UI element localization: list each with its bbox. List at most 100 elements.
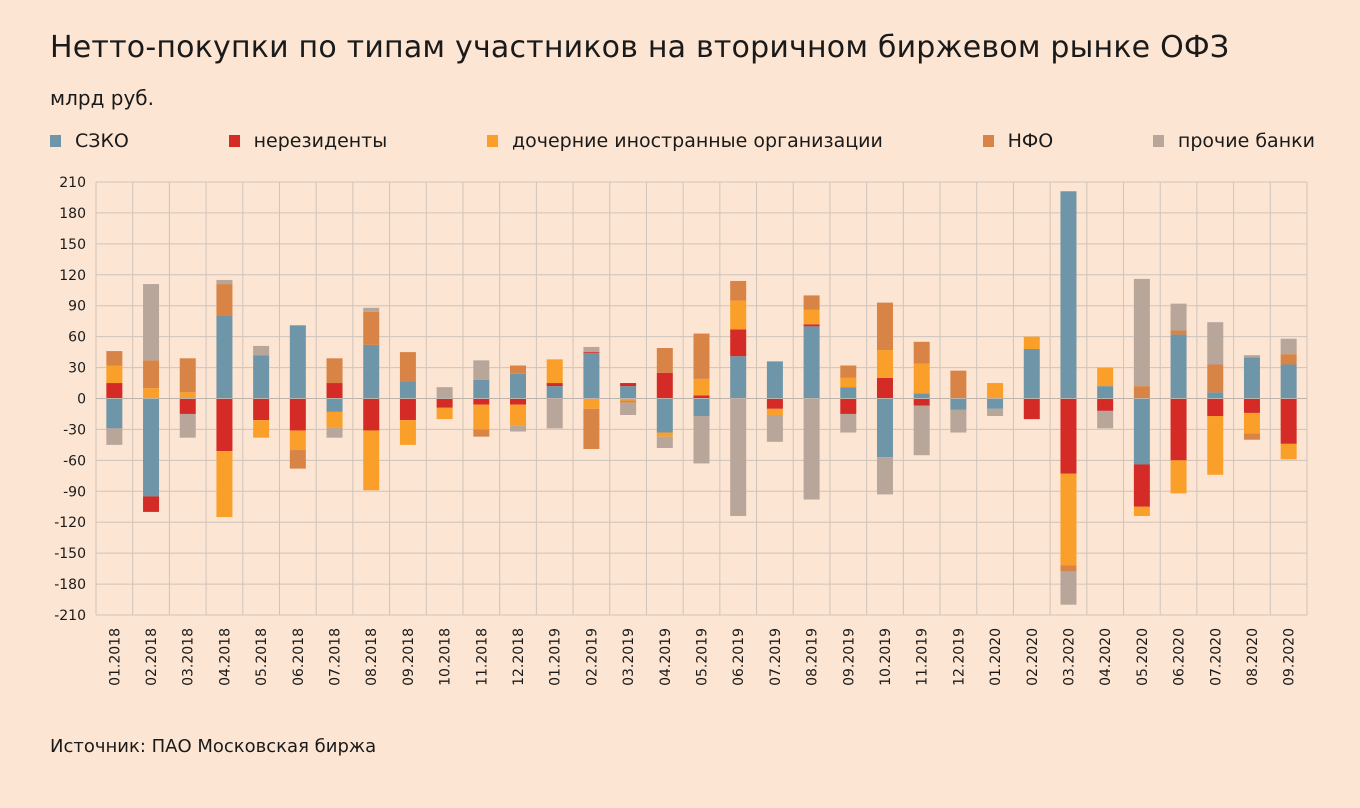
y-tick-label: -60 <box>63 453 86 469</box>
bar-segment <box>326 383 343 399</box>
bar-segment <box>326 398 343 412</box>
y-tick-label: 180 <box>59 206 86 222</box>
x-tick-label: 11.2019 <box>915 628 931 686</box>
bar-segment <box>913 341 930 364</box>
bar-segment <box>987 398 1004 409</box>
bar-segment <box>693 395 710 399</box>
bar-segment <box>473 398 490 405</box>
bar-segment <box>1097 410 1114 429</box>
x-tick-label: 02.2020 <box>1025 628 1041 686</box>
bar-segment <box>1060 565 1077 572</box>
bar-segment <box>730 356 747 399</box>
bar-segment <box>106 383 123 399</box>
bar-segment <box>913 363 930 394</box>
legend-swatch <box>486 135 498 147</box>
bar-segment <box>766 361 783 399</box>
bar-segment <box>620 386 637 399</box>
bar-segment <box>730 398 747 517</box>
bar-segment <box>216 279 233 285</box>
bar-segment <box>510 398 527 405</box>
bar-segment <box>840 387 857 399</box>
source-note: Источник: ПАО Московская биржа <box>50 736 377 757</box>
bar-segment <box>289 398 306 431</box>
bar-segment <box>363 344 380 399</box>
bar-segment <box>473 379 490 399</box>
x-tick-label: 11.2018 <box>474 628 490 686</box>
bar-segment <box>913 398 930 406</box>
bar-segment <box>510 425 527 432</box>
bar-segment <box>1133 506 1150 517</box>
bar-segment <box>1023 349 1040 399</box>
legend-item: НФО <box>982 130 1053 152</box>
bar-segment <box>950 409 967 433</box>
bar-segment <box>143 360 160 389</box>
x-tick-label: 04.2019 <box>658 628 674 686</box>
bar-segment <box>1207 364 1224 393</box>
x-tick-label: 05.2018 <box>254 628 270 686</box>
legend-swatch <box>228 135 240 147</box>
bar-segment <box>143 398 160 497</box>
bar-segment <box>803 398 820 500</box>
bar-segment <box>987 408 1004 417</box>
bar-segment <box>546 383 563 387</box>
legend-item: нерезиденты <box>228 130 387 152</box>
bar-segment <box>840 365 857 378</box>
bar-segment <box>693 333 710 379</box>
bar-segment <box>1243 412 1260 434</box>
x-tick-label: 02.2019 <box>584 628 600 686</box>
bar-segment <box>840 398 857 414</box>
bar-segment <box>876 377 893 399</box>
x-tick-label: 01.2019 <box>548 628 564 686</box>
bar-segment <box>216 316 233 399</box>
bar-segment <box>583 398 600 409</box>
bar-segment <box>253 345 270 356</box>
bar-segment <box>840 413 857 433</box>
bar-segment <box>620 383 637 387</box>
bar-segment <box>399 398 416 421</box>
x-tick-label: 06.2019 <box>731 628 747 686</box>
bar-segment <box>876 398 893 458</box>
bar-segment <box>656 432 673 437</box>
x-tick-label: 12.2018 <box>511 628 527 686</box>
bar-segment <box>693 378 710 396</box>
bar-segment <box>179 413 196 438</box>
bar-segment <box>216 398 233 452</box>
bar-segment <box>546 359 563 384</box>
legend-swatch <box>1152 135 1164 147</box>
bar-segment <box>913 393 930 399</box>
x-tick-label: 09.2018 <box>401 628 417 686</box>
bar-segment <box>326 411 343 428</box>
bar-segment <box>1097 386 1114 399</box>
y-tick-label: -150 <box>54 546 86 562</box>
bar-segment <box>473 429 490 437</box>
chart-title: Нетто-покупки по типам участников на вто… <box>50 30 1230 65</box>
bar-segment <box>363 311 380 345</box>
bar-segment <box>436 387 453 399</box>
bar-segment <box>656 398 673 433</box>
bar-segment <box>1207 322 1224 365</box>
bar-segment <box>1243 398 1260 413</box>
bar-segment <box>326 427 343 438</box>
bar-segment <box>179 398 196 414</box>
bar-segment <box>1243 355 1260 358</box>
bar-segment <box>656 436 673 448</box>
x-tick-label: 10.2019 <box>878 628 894 686</box>
bar-segment <box>363 398 380 431</box>
bar-segment <box>1060 473 1077 566</box>
bar-segment <box>1170 303 1187 331</box>
bar-segment <box>803 324 820 327</box>
bar-segment <box>399 420 416 445</box>
bar-segment <box>913 405 930 456</box>
bar-segment <box>179 358 196 393</box>
bar-segment <box>803 309 820 325</box>
bar-segment <box>143 284 160 361</box>
bar-segment <box>216 284 233 317</box>
bar-segment <box>289 430 306 451</box>
bar-segment <box>766 414 783 442</box>
bar-segment <box>473 404 490 430</box>
bar-segment <box>583 352 600 354</box>
x-tick-label: 03.2020 <box>1061 628 1077 686</box>
bar-segment <box>253 355 270 399</box>
chart-subtitle: млрд руб. <box>50 86 154 110</box>
legend-label: дочерние иностранные организации <box>511 130 883 152</box>
